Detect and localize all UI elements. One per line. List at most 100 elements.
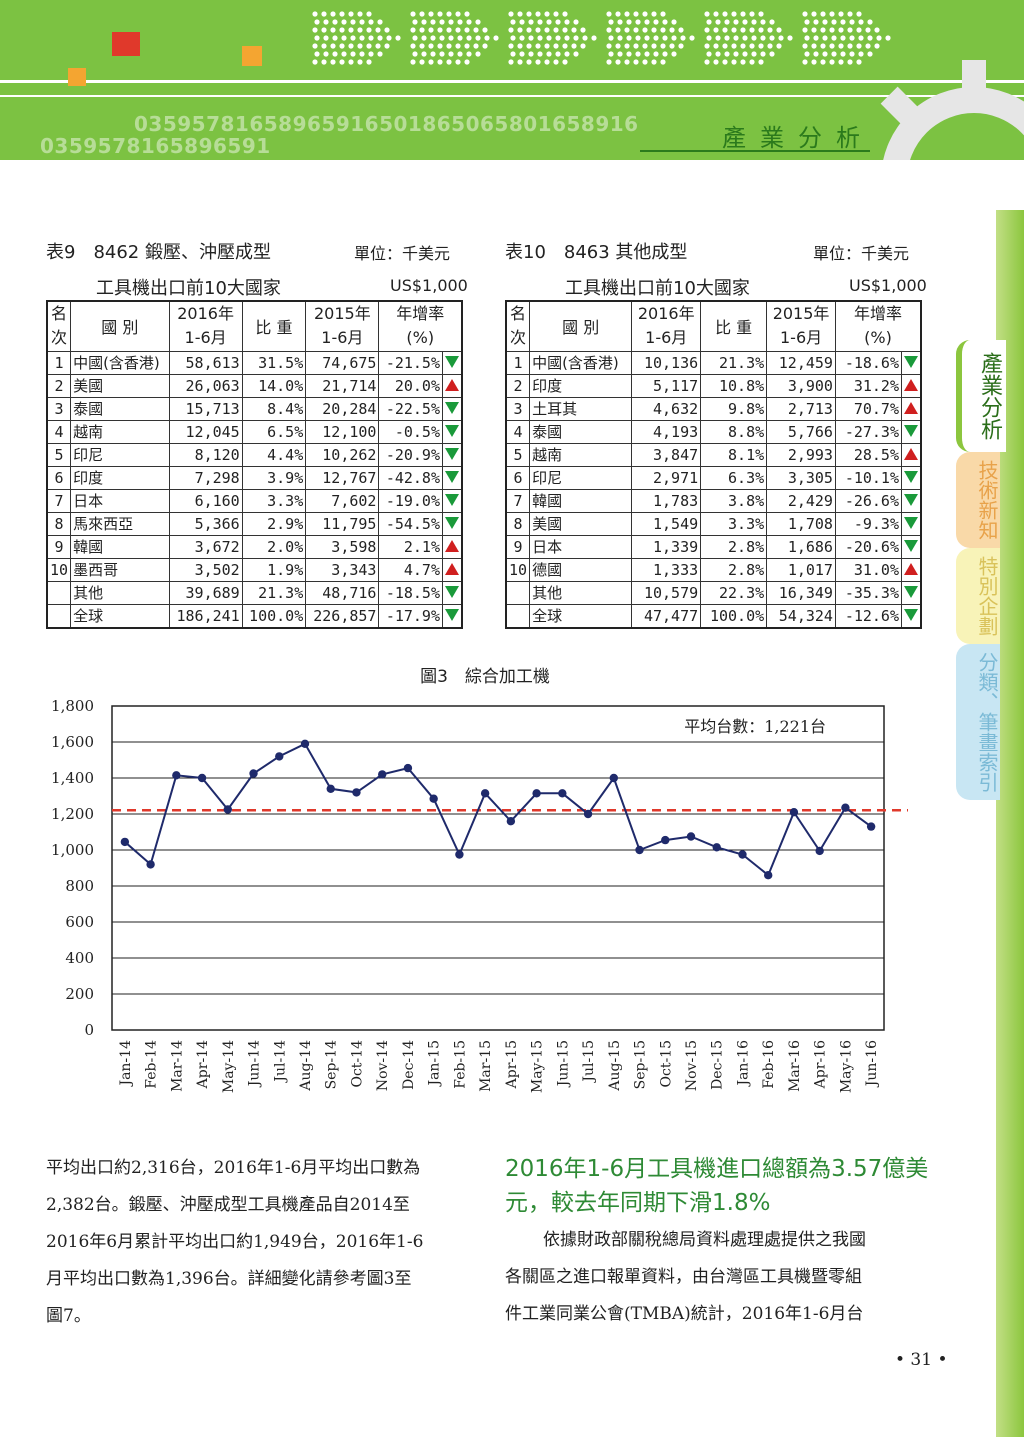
growth-cell: 20.0%: [378, 373, 443, 398]
share-cell: 22.3%: [700, 580, 768, 605]
text-line: 2016年6月累計平均出口約1,949台，2016年1-6: [46, 1232, 424, 1252]
decor-dot: [419, 11, 425, 17]
decor-dot: [742, 35, 748, 41]
x-tick-label: Sep-15: [633, 1040, 649, 1089]
decor-dot: [651, 27, 657, 33]
decor-dot: [715, 51, 721, 57]
decor-dot: [856, 59, 862, 65]
triangle-down-icon: [445, 493, 459, 506]
decor-dot: [555, 19, 561, 25]
value-2015-cell: 5,766: [766, 419, 836, 444]
decor-dot: [562, 43, 568, 49]
table-row: 4 泰國 4,193 8.8% 5,766 -27.3%: [505, 419, 922, 444]
decor-dot: [644, 35, 650, 41]
decor-dot: [546, 35, 552, 41]
decor-dot: [642, 27, 648, 33]
trend-up-icon: [901, 396, 922, 421]
side-tab-special-feature[interactable]: 特別企劃: [956, 548, 1000, 644]
decor-dot: [553, 11, 559, 17]
decor-dot: [312, 11, 318, 17]
side-tab-industry-analysis[interactable]: 產業分析: [956, 340, 1006, 452]
decor-dot: [573, 19, 579, 25]
growth-cell: 2.1%: [378, 534, 443, 559]
decor-dot: [671, 35, 677, 41]
x-tick-label: Mar-14: [169, 1040, 185, 1092]
decor-dot: [430, 51, 436, 57]
decor-dot: [473, 27, 479, 33]
trend-down-icon: [901, 534, 922, 559]
decor-dot: [633, 11, 639, 17]
share-cell: 3.9%: [241, 465, 307, 490]
decor-dot: [715, 19, 721, 25]
decor-dot: [722, 43, 728, 49]
decor-dot: [615, 59, 621, 65]
decor-dot: [526, 59, 532, 65]
table9-body: 1 中國(含香港) 58,613 31.5% 74,675 -21.5% 2 美國 26,063…: [46, 350, 463, 628]
decor-dot: [537, 51, 543, 57]
value-2016-cell: 6,160: [168, 488, 243, 513]
decor-dot: [323, 51, 329, 57]
decor-dot: [856, 43, 862, 49]
country-cell: 越南: [529, 442, 633, 467]
rank-cell: 10: [46, 557, 72, 582]
value-2015-cell: 1,686: [766, 534, 836, 559]
value-2015-cell: 2,713: [766, 396, 836, 421]
side-tab-tech-news[interactable]: 技術新知: [956, 452, 1000, 548]
decor-dot: [455, 43, 461, 49]
decor-dot: [571, 43, 577, 49]
decor-dot: [615, 11, 621, 17]
table10-subunit: US$1,000: [849, 276, 927, 295]
table-row: 7 韓國 1,783 3.8% 2,429 -26.6%: [505, 488, 922, 513]
decor-dot: [544, 59, 550, 65]
decor-dot: [838, 27, 844, 33]
y-tick-label: 200: [65, 985, 94, 1003]
decor-dot: [829, 27, 835, 33]
growth-cell: -42.8%: [378, 465, 443, 490]
share-cell: 100.0%: [241, 603, 307, 628]
triangle-down-icon: [445, 516, 459, 529]
decor-dot: [867, 35, 873, 41]
data-point: [429, 794, 438, 803]
decor-dot: [332, 19, 338, 25]
decor-dot: [776, 27, 782, 33]
decor-dot: [482, 43, 488, 49]
value-2015-cell: 10,262: [305, 442, 380, 467]
decor-dot: [321, 11, 327, 17]
growth-cell: -0.5%: [378, 419, 443, 444]
table10: 名次 國 別 2016年 1-6月 比 重 2015年 1-6月 年增率 (%)…: [505, 300, 922, 629]
decor-dot: [804, 51, 810, 57]
decor-dot: [822, 19, 828, 25]
table-row: 6 印度 7,298 3.9% 12,767 -42.8%: [46, 465, 463, 490]
rank-cell: 9: [46, 534, 72, 559]
decor-dot: [448, 35, 454, 41]
value-2015-cell: 12,767: [305, 465, 380, 490]
decor-dot: [377, 19, 383, 25]
table-row: 3 泰國 15,713 8.4% 20,284 -22.5%: [46, 396, 463, 421]
data-point: [480, 789, 490, 798]
country-cell: 中國(含香港): [529, 350, 633, 375]
decor-dot: [642, 11, 648, 17]
country-cell: 印尼: [529, 465, 633, 490]
decor-dot: [439, 19, 445, 25]
decor-dot: [457, 51, 463, 57]
table10-subtitle: 工具機出口前10大國家: [565, 278, 750, 299]
share-cell: 8.4%: [241, 396, 307, 421]
decor-dot: [769, 19, 775, 25]
triangle-down-icon: [445, 355, 459, 368]
rank-cell: [46, 603, 72, 628]
side-tab-index[interactable]: 分類、筆畫索引: [956, 644, 1000, 800]
decor-dot: [350, 19, 356, 25]
decor-dot: [749, 27, 755, 33]
header-2016: 2016年 1-6月: [631, 300, 702, 352]
data-point: [146, 860, 155, 869]
rank-cell: 8: [46, 511, 72, 536]
side-tabs: 產業分析 技術新知 特別企劃 分類、筆畫索引: [956, 340, 1006, 800]
decor-dot: [457, 35, 463, 41]
decor-dot: [802, 43, 808, 49]
rank-cell: [505, 603, 531, 628]
decor-dot: [742, 51, 748, 57]
decor-dot: [384, 43, 390, 49]
x-tick-label: Mar-15: [478, 1040, 494, 1092]
decor-dot: [804, 19, 810, 25]
value-2015-cell: 3,598: [305, 534, 380, 559]
